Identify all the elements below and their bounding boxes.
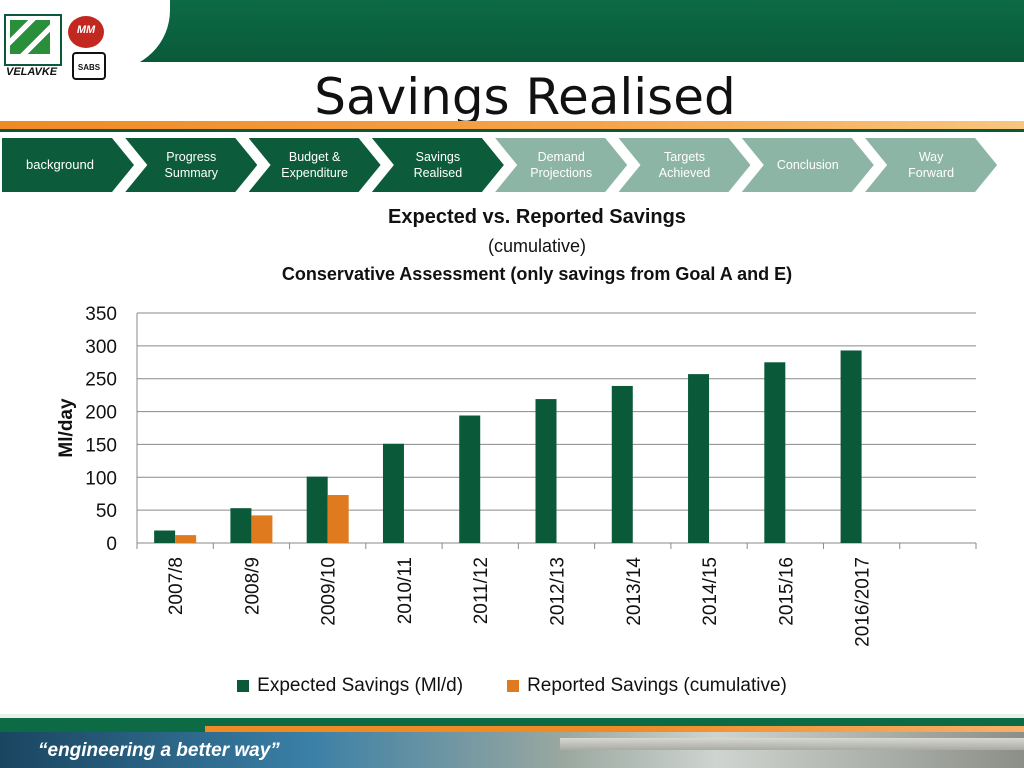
header-band (0, 0, 1024, 62)
bar-reported (327, 495, 349, 543)
x-category-label: 2008/9 (242, 557, 263, 615)
y-tick-label: 50 (96, 501, 117, 522)
velavke-logo-mark (10, 20, 50, 54)
nav-step-4[interactable]: Savings Realised (372, 138, 504, 192)
nav-step-8[interactable]: Way Forward (865, 138, 997, 192)
nav-step-2[interactable]: Progress Summary (125, 138, 257, 192)
nav-step-6[interactable]: Targets Achieved (619, 138, 751, 192)
x-category-label: 2015/16 (776, 557, 797, 626)
nav-step-3[interactable]: Budget & Expenditure (249, 138, 381, 192)
mm-logo-text: MM (76, 24, 96, 36)
y-tick-label: 200 (85, 403, 117, 424)
bar-expected (688, 374, 710, 543)
x-category-label: 2009/10 (319, 557, 340, 626)
slide-title: Savings Realised (314, 68, 736, 126)
decorative-stripe (0, 118, 1024, 138)
y-axis-title: Ml/day (56, 398, 77, 458)
nav-step-label: Targets Achieved (658, 150, 711, 180)
velavke-logo-text: VELAVKE (6, 66, 58, 78)
nav-step-1[interactable]: background (2, 138, 134, 192)
x-category-label: 2014/15 (700, 557, 721, 626)
bar-expected (459, 415, 481, 543)
footer-photo (0, 732, 1024, 768)
sabs-logo-text: SABS (77, 63, 101, 72)
nav-step-label: Progress Summary (164, 150, 219, 180)
bar-expected (611, 385, 633, 543)
legend-item: Reported Savings (cumulative) (507, 674, 787, 698)
nav-step-label: background (26, 157, 94, 172)
y-tick-label: 150 (85, 435, 117, 456)
nav-step-5[interactable]: Demand Projections (495, 138, 627, 192)
legend-label: Expected Savings (Ml/d) (257, 675, 464, 696)
bar-reported (175, 535, 197, 543)
sabs-logo (72, 52, 106, 80)
y-tick-label: 250 (85, 370, 117, 391)
x-category-label: 2011/12 (471, 557, 492, 624)
nav-step-label: Demand Projections (530, 150, 593, 180)
nav-step-label: Conclusion (776, 158, 839, 172)
bar-expected (154, 530, 176, 543)
footer-tagline: “engineering a better way” (38, 740, 280, 761)
chart-subtitle: (cumulative) (487, 236, 587, 256)
y-tick-label: 350 (85, 304, 117, 325)
chart-legend: Expected Savings (Ml/d) Reported Savings … (0, 674, 1024, 698)
legend-item: Expected Savings (Ml/d) (237, 674, 463, 698)
nav-step-label: Way Forward (908, 150, 955, 180)
y-tick-label: 300 (85, 337, 117, 358)
legend-label: Reported Savings (cumulative) (527, 675, 787, 696)
bar-expected (306, 476, 328, 543)
bar-reported (251, 515, 273, 543)
x-category-label: 2013/14 (624, 557, 645, 626)
y-tick-label: 0 (106, 534, 117, 555)
x-category-label: 2012/13 (548, 557, 569, 626)
chart-title: Expected vs. Reported Savings (388, 206, 686, 228)
mm-logo (68, 16, 104, 48)
nav-step-label: Savings Realised (413, 150, 463, 180)
logo-group: VELAVKE MM SABS (4, 14, 108, 94)
legend-swatch (507, 680, 520, 692)
bar-expected (764, 362, 786, 543)
velavke-logo (4, 14, 62, 66)
y-tick-label: 100 (85, 468, 117, 489)
bar-expected (840, 350, 862, 543)
progress-nav: background Progress Summary Budget & Expen… (0, 138, 1024, 192)
footer-band (0, 714, 1024, 732)
nav-step-7[interactable]: Conclusion (742, 138, 874, 192)
bar-expected (535, 399, 557, 543)
nav-step-label: Budget & Expenditure (281, 150, 348, 180)
chart-subtitle-assessment: Conservative Assessment (only savings fr… (281, 264, 793, 284)
legend-swatch (237, 680, 250, 692)
x-category-label: 2007/8 (166, 557, 187, 615)
x-category-label: 2016/2017 (853, 557, 874, 647)
bar-expected (382, 443, 404, 543)
x-category-label: 2010/11 (395, 557, 416, 624)
footer-bridge-image (560, 738, 1024, 750)
bar-expected (230, 508, 252, 543)
